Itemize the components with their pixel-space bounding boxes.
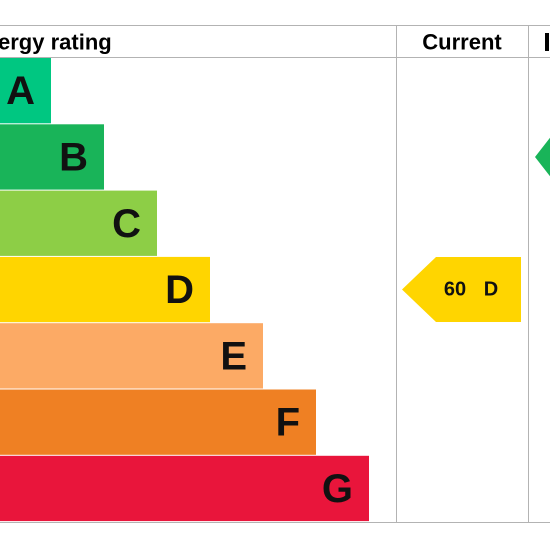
rating-band bbox=[0, 323, 263, 389]
band-letter: B bbox=[59, 135, 88, 179]
rating-band bbox=[0, 256, 210, 323]
header-current: Current bbox=[422, 30, 502, 55]
band-letter: A bbox=[6, 69, 35, 113]
rating-band bbox=[0, 455, 369, 522]
band-letter: G bbox=[322, 467, 353, 511]
current-score: 60 bbox=[444, 279, 466, 301]
header-rating: ergy rating bbox=[0, 30, 112, 55]
rating-band bbox=[0, 58, 51, 124]
band-letter: D bbox=[165, 268, 194, 312]
current-band: D bbox=[484, 279, 498, 301]
band-letter: C bbox=[112, 202, 141, 246]
band-letter: E bbox=[220, 334, 247, 378]
band-letter: F bbox=[276, 401, 300, 445]
rating-band bbox=[0, 124, 104, 190]
current-arrow bbox=[402, 257, 521, 322]
potential-arrow bbox=[535, 137, 550, 177]
rating-band bbox=[0, 389, 316, 455]
header-potential-fragment bbox=[545, 33, 549, 51]
rating-band bbox=[0, 190, 157, 256]
